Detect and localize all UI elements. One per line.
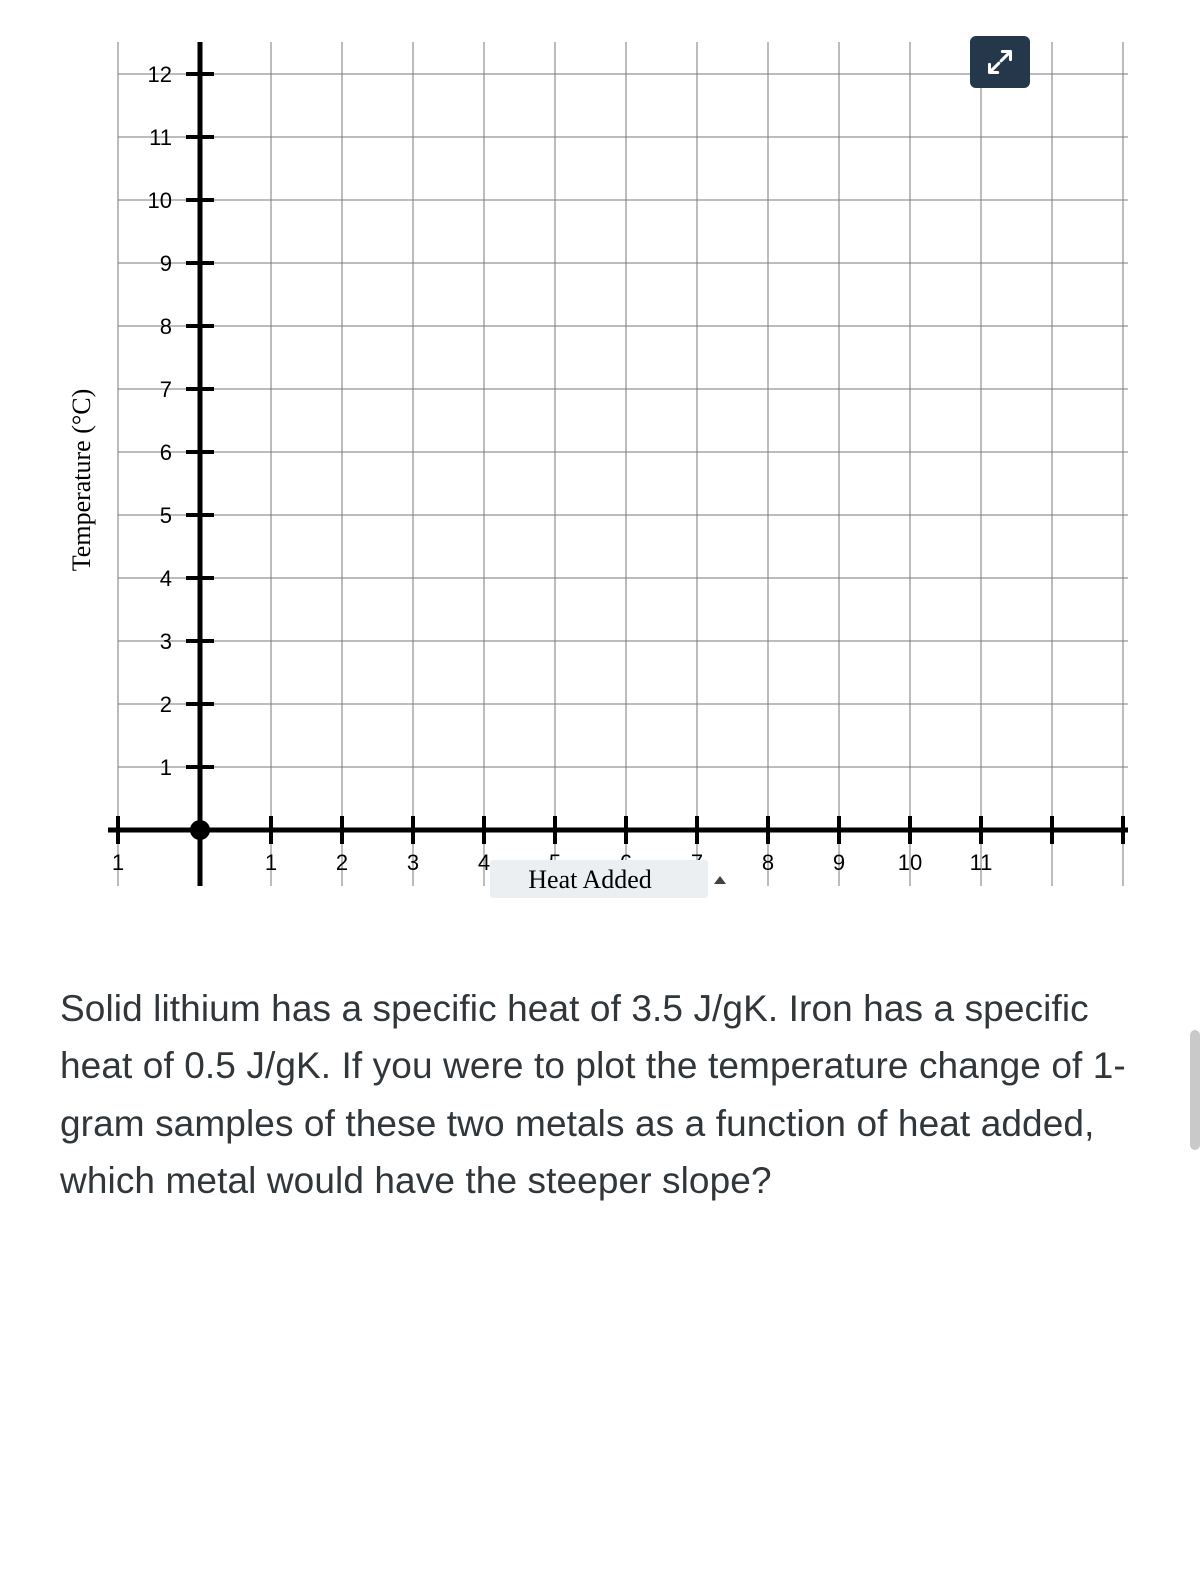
x-axis-label-dropdown[interactable]: Heat Added [490, 860, 726, 898]
y-tick-11: 11 [149, 125, 172, 150]
x-tick-4: 4 [478, 850, 490, 875]
x-tick-10: 10 [898, 850, 922, 875]
x-tick-pre: 1 [112, 850, 124, 875]
scrollbar-thumb[interactable] [1190, 1030, 1200, 1150]
x-axis-label: Heat Added [528, 865, 651, 894]
grid-chart: 1 2 3 4 5 6 7 8 9 10 11 12 1 1 2 3 4 5 [60, 30, 1140, 910]
x-tick-8: 8 [762, 850, 774, 875]
y-tick-9: 9 [160, 251, 172, 276]
y-tick-12: 12 [148, 62, 172, 87]
x-tick-9: 9 [833, 850, 845, 875]
expand-icon [986, 48, 1014, 76]
y-tick-5: 5 [160, 503, 172, 528]
y-tick-labels: 1 2 3 4 5 6 7 8 9 10 11 12 [148, 62, 172, 780]
y-tick-10: 10 [148, 188, 172, 213]
grid-vertical [118, 42, 1123, 886]
chart-area: 1 2 3 4 5 6 7 8 9 10 11 12 1 1 2 3 4 5 [60, 30, 1140, 910]
y-tick-6: 6 [160, 440, 172, 465]
y-tick-7: 7 [160, 377, 172, 402]
x-tick-2: 2 [336, 850, 348, 875]
x-tick-3: 3 [407, 850, 419, 875]
y-tick-2: 2 [160, 692, 172, 717]
x-tick-11: 11 [970, 850, 993, 875]
y-tick-8: 8 [160, 314, 172, 339]
y-tick-4: 4 [160, 566, 172, 591]
y-tick-3: 3 [160, 629, 172, 654]
y-axis-label: Temperature (°C) [67, 389, 96, 572]
question-text: Solid lithium has a specific heat of 3.5… [60, 980, 1140, 1209]
origin-marker [190, 820, 210, 840]
chevron-up-icon [714, 876, 726, 884]
x-tick-1: 1 [265, 850, 277, 875]
grid-horizontal [118, 74, 1128, 767]
y-tick-1: 1 [160, 755, 172, 780]
page-container: 1 2 3 4 5 6 7 8 9 10 11 12 1 1 2 3 4 5 [0, 0, 1200, 1249]
expand-button[interactable] [970, 36, 1030, 88]
